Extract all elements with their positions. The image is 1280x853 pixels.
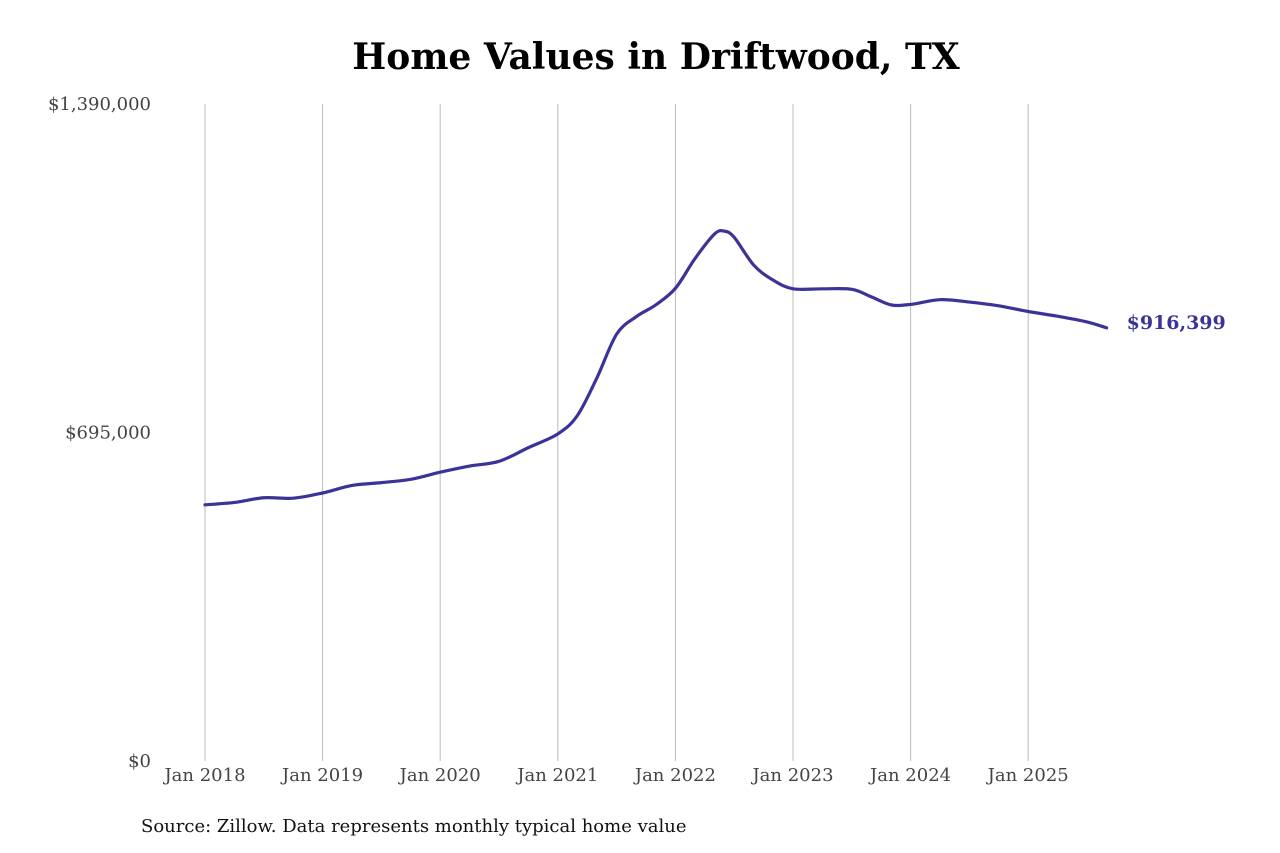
x-tick-label: Jan 2022 (633, 765, 716, 786)
y-tick-label: $0 (128, 751, 151, 772)
x-tick-label: Jan 2024 (868, 765, 951, 786)
y-tick-label: $1,390,000 (48, 94, 151, 115)
y-axis-ticks: $0 $695,000 $1,390,000 (48, 94, 151, 772)
end-labels: $916,399 (1127, 312, 1226, 334)
x-tick-label: Jan 2023 (750, 765, 833, 786)
end-value-label: $916,399 (1127, 312, 1226, 334)
grid-lines (204, 104, 1029, 761)
chart-title: Home Values in Driftwood, TX (352, 36, 960, 78)
x-tick-label: Jan 2021 (515, 765, 598, 786)
x-tick-label: Jan 2020 (398, 765, 481, 786)
x-tick-label: Jan 2025 (986, 765, 1069, 786)
x-tick-label: Jan 2019 (280, 765, 363, 786)
series-lines (203, 228, 1109, 507)
x-axis-ticks: Jan 2018 Jan 2019 Jan 2020 Jan 2021 Jan 2022… (162, 765, 1068, 786)
y-tick-label: $695,000 (65, 423, 151, 444)
x-tick-label: Jan 2018 (162, 765, 245, 786)
series-line (203, 228, 1109, 507)
source-note: Source: Zillow. Data represents monthly … (141, 816, 687, 837)
